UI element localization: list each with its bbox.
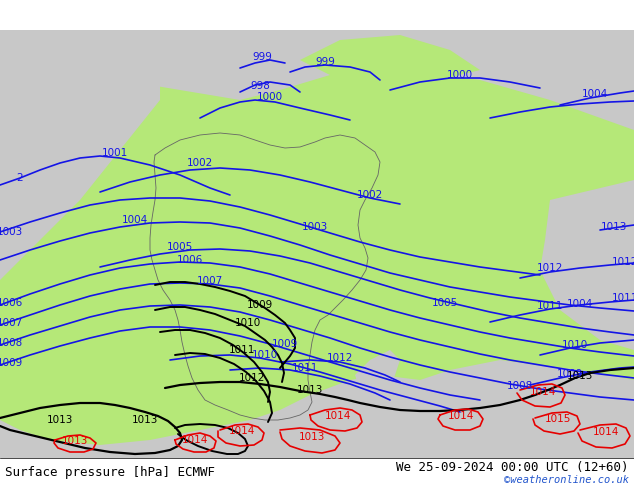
Text: 1010: 1010 xyxy=(562,340,588,350)
Text: 1014: 1014 xyxy=(325,411,351,421)
Text: Surface pressure [hPa] ECMWF: Surface pressure [hPa] ECMWF xyxy=(5,466,215,479)
Polygon shape xyxy=(0,30,634,130)
Text: We 25-09-2024 00:00 UTC (12+60): We 25-09-2024 00:00 UTC (12+60) xyxy=(396,461,629,473)
Text: 1004: 1004 xyxy=(567,299,593,309)
Polygon shape xyxy=(355,350,400,400)
Text: 1013: 1013 xyxy=(567,371,593,381)
Text: 1007: 1007 xyxy=(197,276,223,286)
Text: 1012: 1012 xyxy=(537,263,563,273)
Text: 1014: 1014 xyxy=(448,411,474,421)
Text: 1010: 1010 xyxy=(252,350,278,360)
Text: 1009: 1009 xyxy=(557,369,583,379)
Text: 1013: 1013 xyxy=(601,222,627,232)
Text: 1010: 1010 xyxy=(235,318,261,328)
Text: 1013: 1013 xyxy=(132,415,158,425)
Text: 1011: 1011 xyxy=(612,293,634,303)
Text: 1015: 1015 xyxy=(545,414,571,424)
Polygon shape xyxy=(540,180,634,350)
Text: 1006: 1006 xyxy=(177,255,203,265)
Text: 1002: 1002 xyxy=(187,158,213,168)
Text: 1004: 1004 xyxy=(582,89,608,99)
Text: 1008: 1008 xyxy=(0,338,23,348)
Text: 1013: 1013 xyxy=(299,432,325,442)
Bar xyxy=(0,458,634,490)
Text: 1000: 1000 xyxy=(447,70,473,80)
Text: 999: 999 xyxy=(252,52,272,62)
Text: 1003: 1003 xyxy=(0,227,23,237)
Text: 2: 2 xyxy=(16,173,23,183)
Text: 1003: 1003 xyxy=(302,222,328,232)
Text: 1014: 1014 xyxy=(229,426,256,436)
Text: 1013: 1013 xyxy=(297,385,323,395)
Text: 1012: 1012 xyxy=(612,257,634,267)
Text: 1005: 1005 xyxy=(432,298,458,308)
Text: 998: 998 xyxy=(250,81,270,91)
Text: 1013: 1013 xyxy=(61,436,88,446)
Text: 1011: 1011 xyxy=(537,301,563,311)
Text: 1005: 1005 xyxy=(167,242,193,252)
Text: 1013: 1013 xyxy=(47,415,73,425)
Text: 1000: 1000 xyxy=(257,92,283,102)
Text: 1008: 1008 xyxy=(507,381,533,391)
Text: 1009: 1009 xyxy=(0,358,23,368)
Text: 1006: 1006 xyxy=(0,298,23,308)
Text: 1009: 1009 xyxy=(247,300,273,310)
Text: 1001: 1001 xyxy=(102,148,128,158)
Text: 1014: 1014 xyxy=(182,435,208,445)
Text: 1011: 1011 xyxy=(229,345,256,355)
Text: 1012: 1012 xyxy=(327,353,353,363)
Text: 999: 999 xyxy=(315,57,335,67)
Text: ©weatheronline.co.uk: ©weatheronline.co.uk xyxy=(504,475,629,485)
Bar xyxy=(0,30,634,458)
Polygon shape xyxy=(0,360,634,458)
Text: 1009: 1009 xyxy=(272,339,298,349)
Polygon shape xyxy=(0,30,160,280)
Text: 1014: 1014 xyxy=(593,427,619,437)
Text: 1012: 1012 xyxy=(239,373,265,383)
Text: 1002: 1002 xyxy=(357,190,383,200)
Text: 1014: 1014 xyxy=(530,387,556,397)
Polygon shape xyxy=(300,35,480,80)
Text: 1004: 1004 xyxy=(122,215,148,225)
Text: 1007: 1007 xyxy=(0,318,23,328)
Text: 1011: 1011 xyxy=(292,363,318,373)
